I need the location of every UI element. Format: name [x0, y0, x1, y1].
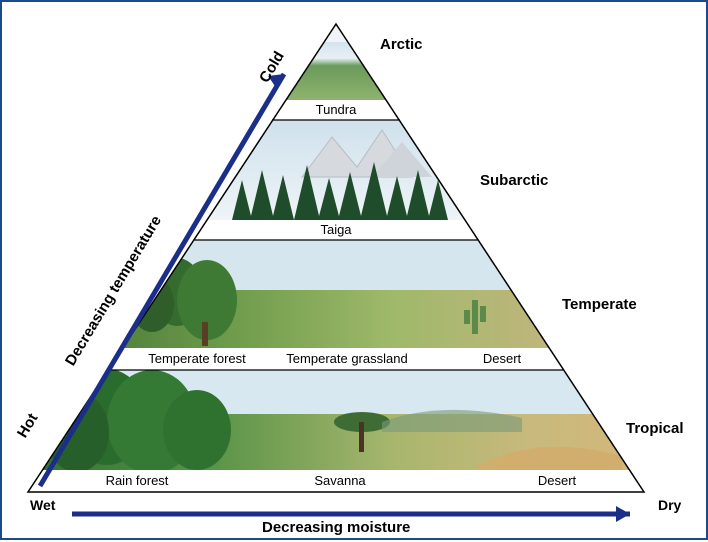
biome-pyramid-diagram: Arctic Subarctic Temperate Tropical Tund…	[2, 2, 706, 538]
climate-label-arctic: Arctic	[380, 36, 423, 53]
biome-label-rainforest: Rain forest	[106, 473, 169, 488]
climate-label-temperate: Temperate	[562, 296, 637, 313]
biome-label-temperate-forest: Temperate forest	[148, 351, 246, 366]
biome-label-tropical-desert: Desert	[538, 473, 576, 488]
climate-label-tropical: Tropical	[626, 420, 684, 437]
climate-label-subarctic: Subarctic	[480, 172, 548, 189]
moisture-wet-label: Wet	[30, 497, 55, 513]
biome-label-taiga: Taiga	[320, 222, 351, 237]
biome-label-temperate-desert: Desert	[483, 351, 521, 366]
biome-label-savanna: Savanna	[314, 473, 365, 488]
biome-label-temperate-grassland: Temperate grassland	[286, 351, 407, 366]
biome-label-tundra: Tundra	[316, 102, 357, 117]
moisture-dry-label: Dry	[658, 497, 681, 513]
moisture-axis-label: Decreasing moisture	[262, 519, 410, 536]
pyramid-svg	[2, 2, 708, 542]
